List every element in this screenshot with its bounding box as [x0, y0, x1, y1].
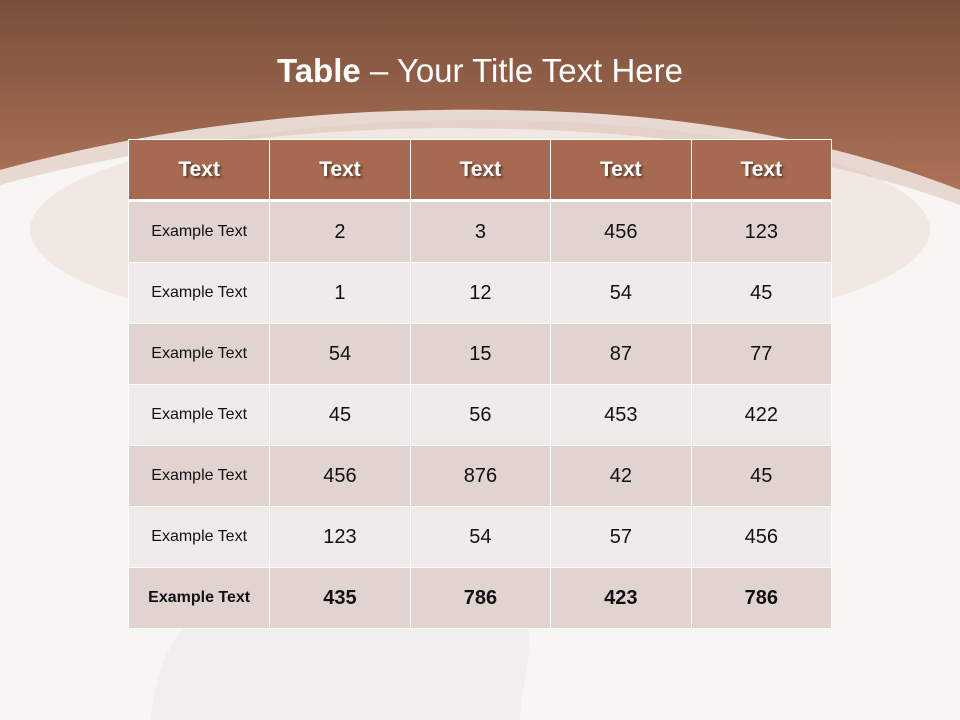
table-cell: 453	[550, 384, 692, 446]
table-cell: 456	[550, 200, 692, 263]
table-cell: 87	[550, 323, 692, 385]
table-row: Example Text 54 15 87 77	[127, 323, 833, 385]
title-band	[0, 0, 960, 190]
table-cell: 77	[690, 323, 833, 385]
table-cell: 3	[409, 200, 552, 263]
table-row: Example Text 123 54 57 456	[127, 506, 833, 568]
table-cell: 12	[409, 262, 552, 324]
column-header: Text	[550, 139, 692, 202]
table-cell: 423	[550, 567, 692, 629]
column-header: Text	[409, 139, 552, 202]
row-label: Example Text	[127, 445, 271, 507]
table-cell: 456	[690, 506, 833, 568]
band-highlight	[0, 109, 960, 205]
slide-title: Table – Your Title Text Here	[0, 52, 960, 90]
faded-figure-body	[150, 600, 529, 720]
row-label: Example Text	[127, 323, 271, 385]
table-cell: 57	[550, 506, 692, 568]
column-header: Text	[269, 139, 411, 202]
table-cell: 42	[550, 445, 692, 507]
table-cell: 56	[409, 384, 552, 446]
table-cell: 123	[269, 506, 411, 568]
table-row: Example Text 1 12 54 45	[127, 262, 833, 324]
table-cell: 1	[269, 262, 411, 324]
column-header: Text	[690, 139, 833, 202]
row-label: Example Text	[127, 262, 271, 324]
table-cell: 54	[550, 262, 692, 324]
data-table: Text Text Text Text Text Example Text 2 3 456 12…	[127, 139, 833, 629]
table-cell: 456	[269, 445, 411, 507]
table-cell: 422	[690, 384, 833, 446]
column-header: Text	[127, 139, 271, 202]
table-cell: 45	[690, 262, 833, 324]
table-cell: 876	[409, 445, 552, 507]
row-label: Example Text	[127, 567, 271, 629]
table-cell: 435	[269, 567, 411, 629]
table-cell: 786	[409, 567, 552, 629]
header-row: Text Text Text Text Text	[127, 139, 833, 202]
table-row: Example Text 45 56 453 422	[127, 384, 833, 446]
table-cell: 15	[409, 323, 552, 385]
title-bold: Table	[277, 52, 361, 89]
row-label: Example Text	[127, 200, 271, 263]
table-cell: 45	[269, 384, 411, 446]
table-cell: 786	[690, 567, 833, 629]
table-row: Example Text 2 3 456 123	[127, 200, 833, 263]
table-cell: 45	[690, 445, 833, 507]
table-cell: 123	[690, 200, 833, 263]
title-rest: – Your Title Text Here	[360, 52, 683, 89]
table-cell: 54	[269, 323, 411, 385]
row-label: Example Text	[127, 506, 271, 568]
table-cell: 54	[409, 506, 552, 568]
table-cell: 2	[269, 200, 411, 263]
table-row: Example Text 435 786 423 786	[127, 567, 833, 629]
row-label: Example Text	[127, 384, 271, 446]
table-row: Example Text 456 876 42 45	[127, 445, 833, 507]
